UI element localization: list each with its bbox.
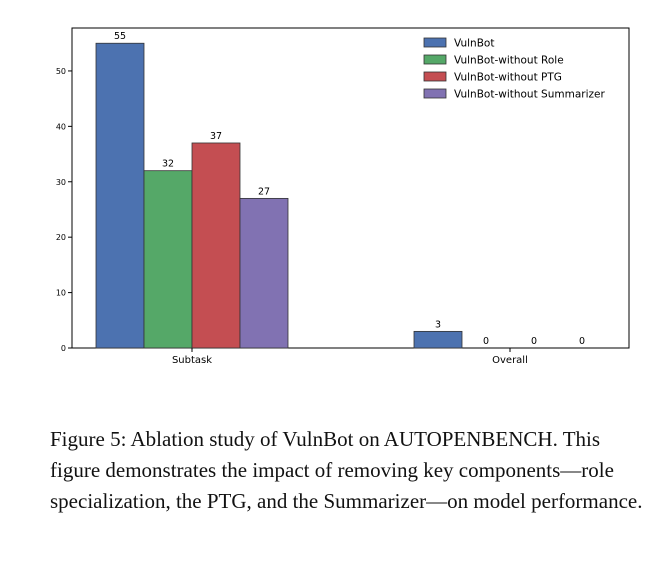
legend-swatch [423,37,447,48]
legend-label: VulnBot-without PTG [454,72,562,84]
y-tick-label: 30 [56,178,66,187]
y-tick-label: 10 [56,289,66,298]
caption-label: Figure 5: [50,427,127,451]
bar-value-label: 27 [258,186,270,197]
y-tick-label: 0 [61,344,66,353]
legend-label: VulnBot [454,38,494,50]
x-axis: Subtask Overall [172,348,528,366]
y-tick-label: 50 [56,67,66,76]
y-tick-label: 20 [56,233,66,242]
bar-value-label: 3 [435,319,441,330]
bar-value-label: 37 [210,131,222,142]
figure-caption: Figure 5: Ablation study of VulnBot on A… [50,424,650,517]
bars-layer: 55 32 37 27 3 0 0 0 [95,31,585,349]
bar [239,197,289,349]
bar [413,330,463,349]
bar-value-label: 55 [114,31,126,42]
y-tick-label: 40 [56,122,66,131]
caption-text: Ablation study of VulnBot on AUTOPENBENC… [50,427,643,513]
bar-value-label: 0 [483,336,489,347]
bar-value-label: 0 [531,336,537,347]
y-axis: 0 10 20 30 40 50 [56,67,72,353]
legend-label: VulnBot-without Summarizer [454,89,605,101]
legend-swatch [423,88,447,99]
legend-swatch [423,54,447,65]
plot-frame [71,27,630,349]
bar [95,42,145,349]
legend-swatch [423,71,447,82]
x-tick-label: Overall [492,355,528,366]
x-tick-label: Subtask [172,355,212,366]
bar-value-label: 0 [579,336,585,347]
bar-value-label: 32 [162,159,174,170]
bar [143,170,193,349]
bar [191,142,241,349]
legend: VulnBot VulnBot-without Role VulnBot-witho… [423,37,605,101]
legend-label: VulnBot-without Role [454,55,564,67]
